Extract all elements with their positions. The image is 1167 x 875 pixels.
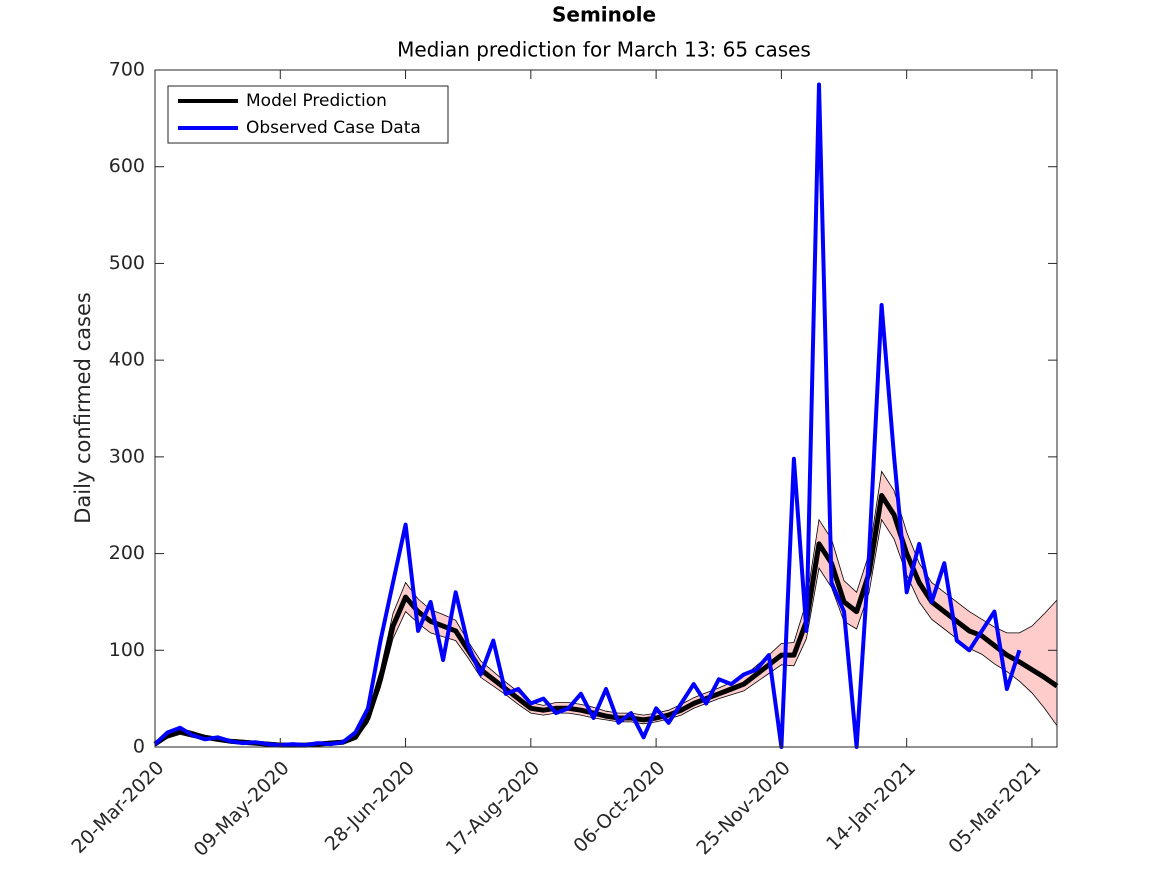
y-tick-label: 300 [109, 445, 145, 467]
y-tick-label: 200 [109, 542, 145, 564]
y-tick-label: 0 [133, 736, 145, 758]
y-tick-label: 700 [109, 59, 145, 81]
series-line [153, 82, 1022, 749]
legend-label: Observed Case Data [246, 118, 421, 138]
chart-subtitle: Median prediction for March 13: 65 cases [397, 38, 811, 62]
y-tick-label: 600 [109, 155, 145, 177]
y-tick-label: 100 [109, 639, 145, 661]
y-tick-label: 500 [109, 252, 145, 274]
y-axis-label: Daily confirmed cases [71, 292, 95, 524]
plot-frame [154, 69, 1058, 748]
legend-label: Model Prediction [246, 91, 387, 111]
y-tick-label: 400 [109, 349, 145, 371]
legend-box [167, 85, 449, 144]
chart-title: Seminole [552, 3, 656, 27]
